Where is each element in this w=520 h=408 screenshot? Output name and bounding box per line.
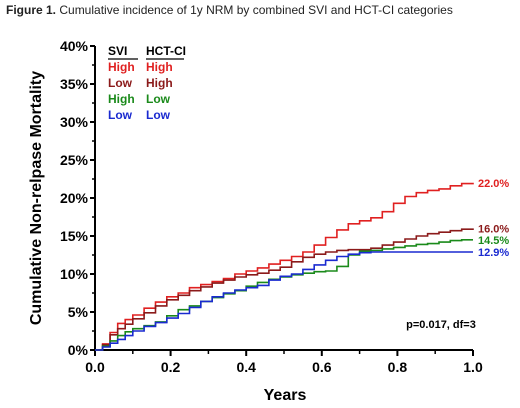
figure-caption-label: Figure 1. (6, 3, 57, 17)
x-tick-label: 0.0 (85, 359, 105, 375)
x-tick-label: 0.6 (312, 359, 332, 375)
p-value-annotation: p=0.017, df=3 (406, 319, 476, 331)
figure-caption: Figure 1. Cumulative incidence of 1y NRM… (6, 3, 453, 17)
x-tick-label: 0.2 (161, 359, 181, 375)
legend-hctci-value: High (146, 60, 173, 74)
x-tick-label: 0.8 (388, 359, 408, 375)
series-line (95, 251, 473, 351)
chart-series: 22.0% 16.0%14.5%12.9% (95, 178, 509, 351)
chart-legend: SVI HCT-CI High High Low High High Low Low Low (108, 44, 186, 122)
figure-caption-text: Cumulative incidence of 1y NRM by combin… (56, 3, 453, 17)
series-line (95, 228, 474, 351)
legend-svi-value: High (108, 92, 135, 106)
y-tick-label: 0% (68, 342, 89, 358)
x-tick-label: 0.4 (236, 359, 256, 375)
y-tick-label: 35% (60, 76, 89, 92)
legend-svi-value: Low (108, 108, 133, 122)
series-end-label: 16.0% (478, 223, 509, 235)
legend-svi-value: Low (108, 76, 133, 90)
x-axis-label: Years (264, 387, 307, 404)
y-tick-label: 30% (60, 114, 89, 130)
legend-header-svi: SVI (108, 44, 127, 58)
legend-hctci-value: Low (146, 108, 171, 122)
series-line (95, 239, 473, 351)
y-tick-label: 20% (60, 190, 89, 206)
legend-hctci-value: Low (146, 92, 171, 106)
series-line (95, 182, 474, 351)
chart-axes: 0% 5% 10% 15% 20% 25% 30% 35% 40% 0.0 0.2 0.4 0.6 0.8… (60, 38, 483, 375)
y-tick-label: 10% (60, 266, 89, 282)
y-tick-label: 15% (60, 228, 89, 244)
legend-svi-value: High (108, 60, 135, 74)
series-end-label: 12.9% (478, 247, 509, 259)
y-tick-label: 40% (60, 38, 89, 54)
y-axis-label: Cumulative Non-relpase Mortality (28, 71, 45, 325)
legend-hctci-value: High (146, 76, 173, 90)
y-tick-label: 5% (68, 304, 89, 320)
x-tick-label: 1.0 (463, 359, 483, 375)
y-tick-label: 25% (60, 152, 89, 168)
series-end-label: 22.0% (478, 178, 509, 190)
series-end-label: 14.5% (478, 235, 509, 247)
legend-header-hctci: HCT-CI (146, 44, 186, 58)
